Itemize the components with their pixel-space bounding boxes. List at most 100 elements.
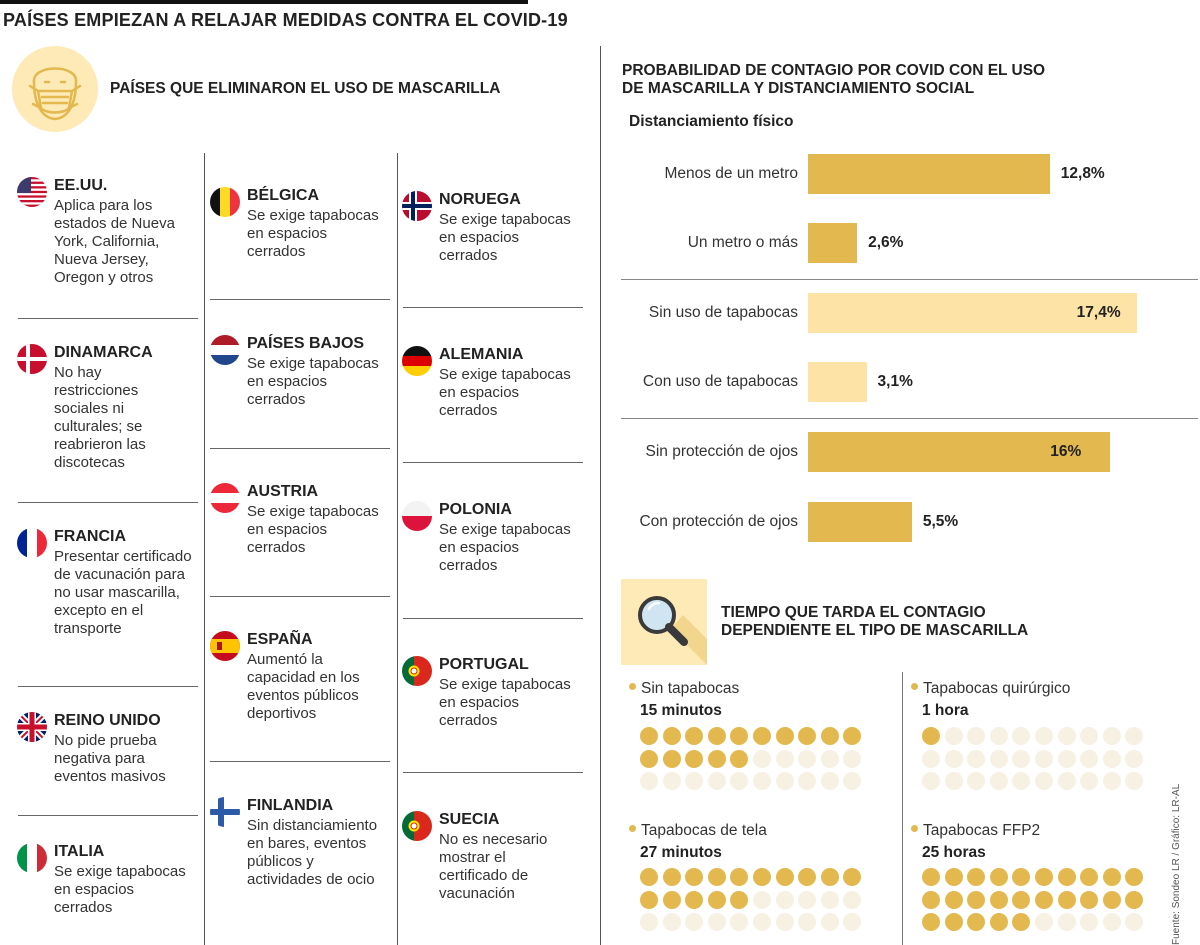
dot-panel-label-text: Sin tapabocas — [641, 680, 740, 697]
italy-flag-icon — [17, 843, 47, 873]
country-description: Aumentó la capacidad en los eventos públ… — [247, 651, 360, 722]
country-name: SUECIA — [439, 811, 500, 828]
dot-empty — [1012, 727, 1031, 745]
row-divider — [18, 815, 198, 816]
dot-empty — [1102, 913, 1121, 932]
dot-empty — [775, 772, 794, 791]
country-description: Se exige tapabocas en espacios cerrados — [54, 863, 186, 916]
country-description: Se exige tapabocas en espacios cerrados — [247, 207, 379, 260]
row-divider — [210, 761, 390, 762]
dot-empty — [989, 772, 1008, 791]
country-name: DINAMARCA — [54, 344, 153, 361]
bar — [808, 432, 1111, 472]
dot-filled — [730, 890, 749, 909]
country-description: No hay restricciones sociales ni cultura… — [54, 364, 146, 471]
dot-filled — [989, 868, 1008, 886]
dot-empty — [730, 913, 749, 932]
dot-filled — [662, 890, 681, 909]
dot-empty — [1012, 772, 1031, 791]
dot-empty — [707, 772, 726, 791]
country-description: Se exige tapabocas en espacios cerrados — [439, 676, 571, 729]
dot-panel-label: Tapabocas quirúrgico — [911, 680, 1070, 698]
dot-empty — [1125, 772, 1144, 791]
dot-empty — [707, 913, 726, 932]
dot-empty — [775, 890, 794, 909]
dot-filled — [967, 913, 986, 932]
bar-value-label: 2,6% — [868, 234, 904, 251]
dot-filled — [707, 868, 726, 886]
norway-flag-icon — [402, 191, 432, 221]
dot-panel-label: Sin tapabocas — [629, 680, 739, 698]
bar-value-label: 5,5% — [922, 513, 959, 530]
country-description: Presentar certificado de vacunación para… — [54, 548, 192, 637]
austria-flag-icon — [210, 483, 240, 513]
belgium-flag-icon — [210, 187, 240, 217]
row-divider — [210, 299, 390, 300]
poland-flag-icon — [402, 501, 432, 531]
dot-filled — [730, 868, 749, 886]
row-divider — [403, 307, 583, 308]
dot-empty — [843, 772, 862, 791]
dot-empty — [640, 772, 658, 791]
dot-empty — [730, 772, 749, 791]
title-rule — [0, 0, 528, 4]
country-name: AUSTRIA — [247, 483, 319, 500]
dot-empty — [685, 772, 704, 791]
dot-filled — [685, 727, 704, 745]
dot-filled — [843, 727, 862, 745]
country-name: REINO UNIDO — [54, 712, 161, 729]
dot-empty — [662, 913, 681, 932]
dot-empty — [753, 913, 771, 932]
dot-empty — [775, 913, 794, 932]
group-divider — [621, 279, 1198, 280]
page-title: PAÍSES EMPIEZAN A RELAJAR MEDIDAS CONTRA… — [3, 10, 568, 30]
dot-filled — [798, 727, 817, 745]
dot-filled — [685, 749, 704, 768]
dot-empty — [967, 727, 986, 745]
dot-filled — [944, 890, 963, 909]
dot-empty — [967, 749, 986, 768]
spain-flag-icon — [210, 631, 240, 661]
dot-filled — [1035, 868, 1053, 886]
dot-empty — [1057, 727, 1076, 745]
country-name: PAÍSES BAJOS — [247, 335, 365, 352]
section-divider — [600, 46, 601, 945]
finland-flag-icon — [210, 797, 240, 827]
bar-category-label: Menos de un metro — [664, 165, 798, 182]
dot-filled — [662, 749, 681, 768]
portugal-flag-icon — [402, 811, 432, 841]
dot-filled — [685, 868, 704, 886]
dot-filled — [640, 868, 658, 886]
dot-empty — [1102, 749, 1121, 768]
dot-filled — [820, 727, 839, 745]
dot-filled — [922, 913, 940, 932]
dot-panel-label: Tapabocas de tela — [629, 822, 767, 840]
dot-empty — [1080, 913, 1099, 932]
dot-filled — [640, 749, 658, 768]
dot-empty — [798, 913, 817, 932]
dot-empty — [1035, 749, 1053, 768]
bar — [808, 293, 1137, 333]
group-divider — [621, 418, 1198, 419]
country-description: No pide prueba negativa para eventos mas… — [54, 732, 166, 785]
face-mask-icon — [12, 46, 98, 132]
dot-panel-divider — [902, 672, 903, 945]
dot-panel-time: 1 hora — [922, 702, 969, 719]
dot-empty — [944, 727, 963, 745]
dot-empty — [753, 890, 771, 909]
countries-section-title: PAÍSES QUE ELIMINARON EL USO DE MASCARIL… — [110, 80, 501, 97]
dot-empty — [922, 772, 940, 791]
dot-filled — [1057, 890, 1076, 909]
dot-empty — [820, 772, 839, 791]
dot-filled — [1125, 868, 1144, 886]
dot-empty — [843, 749, 862, 768]
country-description: Se exige tapabocas en espacios cerrados — [439, 211, 571, 264]
dot-empty — [640, 913, 658, 932]
uk-flag-icon — [17, 712, 47, 742]
dot-filled — [1012, 890, 1031, 909]
bar-value-label: 17,4% — [1076, 304, 1121, 321]
dot-filled — [1080, 868, 1099, 886]
country-name: ALEMANIA — [439, 346, 524, 363]
bar-category-label: Con protección de ojos — [639, 513, 798, 530]
dot-empty — [1035, 727, 1053, 745]
